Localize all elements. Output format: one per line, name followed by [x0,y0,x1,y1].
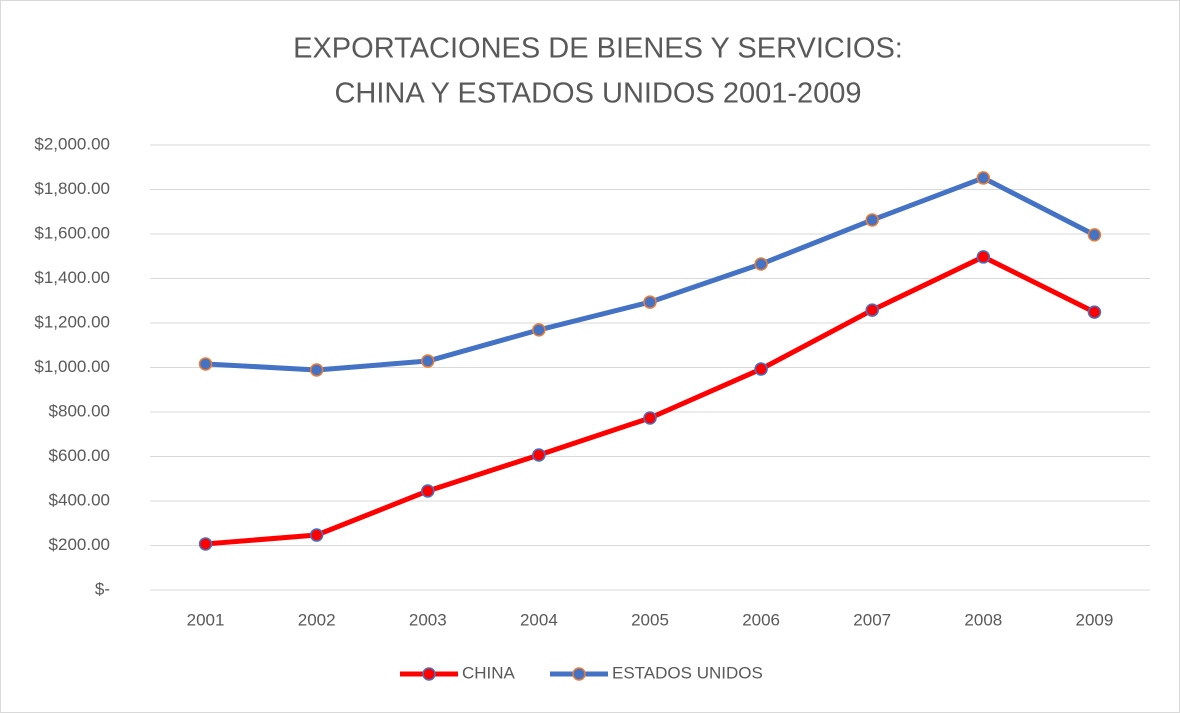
x-tick-label: 2001 [187,610,225,629]
data-point [643,295,657,309]
chart-title: CHINA Y ESTADOS UNIDOS 2001-2009 [334,78,861,110]
x-tick-label: 2009 [1076,610,1114,629]
data-point [532,448,546,462]
data-point [1087,305,1102,319]
y-tick-label: $200.00 [49,535,110,554]
legend-label: CHINA [462,663,516,682]
chart-title: EXPORTACIONES DE BIENES Y SERVICIOS: [293,33,903,65]
data-point [532,323,546,337]
y-tick-label: $2,000.00 [34,134,110,153]
y-tick-label: $1,000.00 [34,357,110,376]
x-tick-label: 2003 [409,610,447,629]
data-point [198,537,213,551]
y-tick-label: $400.00 [49,490,110,509]
data-point [421,484,435,498]
x-tick-label: 2007 [853,610,891,629]
y-tick-label: $800.00 [49,401,110,420]
y-tick-label: $1,400.00 [34,268,110,287]
data-point [976,171,991,185]
data-point [976,250,991,264]
y-tick-label: $- [95,579,110,598]
legend-marker [572,667,586,681]
legend-label: ESTADOS UNIDOS [612,663,763,682]
data-point [1087,228,1102,242]
data-point [754,362,768,376]
y-tick-label: $1,800.00 [34,179,110,198]
data-point [754,257,768,271]
data-point [309,528,324,542]
data-point [198,357,213,371]
x-tick-label: 2002 [298,610,336,629]
y-tick-label: $1,600.00 [34,223,110,242]
x-tick-label: 2004 [520,610,558,629]
data-point [865,213,879,227]
x-tick-label: 2008 [964,610,1002,629]
y-tick-label: $600.00 [49,446,110,465]
legend-marker [422,667,436,681]
x-tick-label: 2006 [742,610,780,629]
x-tick-label: 2005 [631,610,669,629]
data-point [421,354,435,368]
data-point [865,303,879,317]
data-point [643,411,657,425]
data-point [309,363,324,377]
y-tick-label: $1,200.00 [34,312,110,331]
